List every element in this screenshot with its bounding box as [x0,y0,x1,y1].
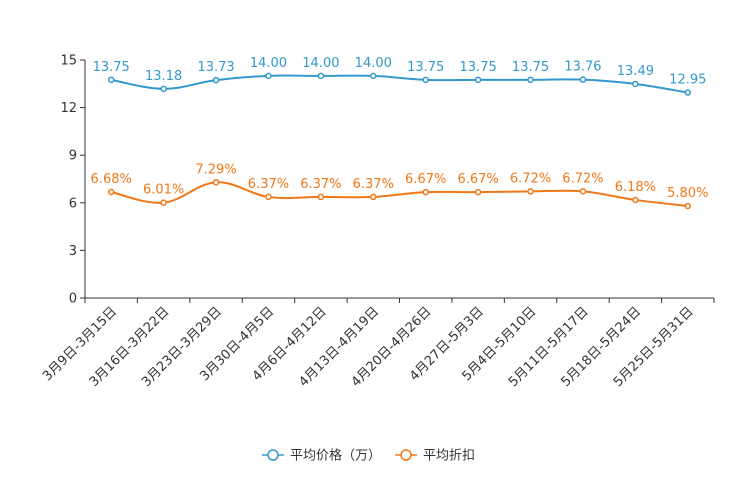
data-label: 6.18% [615,180,656,195]
legend[interactable]: 平均价格（万） 平均折扣 [262,448,475,464]
legend-label: 平均折扣 [423,449,475,464]
y-tick-label: 15 [60,54,77,69]
data-point [212,179,220,186]
data-label: 12.95 [669,73,706,88]
data-label: 13.75 [407,60,444,75]
data-label: 14.00 [250,56,287,71]
series-2: 6.68% 6.01% 7.29% 6.37% 6.37% 6.37% 6.67% 6.67%… [91,162,708,210]
series-line [111,74,688,94]
data-point [527,188,534,195]
data-label: 6.01% [143,183,184,198]
legend-item-1[interactable]: 平均价格（万） [262,448,381,464]
data-point [422,188,429,196]
legend-item-2[interactable]: 平均折扣 [395,449,475,464]
legend-label: 平均价格（万） [290,448,381,464]
data-label: 6.37% [248,177,289,192]
data-point [370,72,377,80]
data-point [474,76,482,84]
series-1: 13.75 13.18 13.73 14.00 14.00 14.00 13.75 13.75… [93,56,706,96]
data-point [317,72,325,80]
data-label: 6.68% [91,172,132,187]
data-point [527,76,534,84]
data-label: 13.75 [512,60,549,75]
y-tick-label: 3 [69,244,77,259]
y-tick-label: 6 [69,196,77,211]
data-label: 7.29% [195,162,236,177]
y-tick-label: 9 [69,149,77,164]
data-label: 6.67% [405,172,446,187]
data-label: 5.80% [667,186,708,201]
data-label: 13.18 [145,69,182,84]
data-point [160,85,167,93]
data-point [160,199,167,206]
data-label: 14.00 [302,56,339,71]
data-point [107,188,115,196]
data-label: 6.72% [562,171,603,186]
data-point [422,76,429,84]
data-point [370,193,377,201]
data-label: 14.00 [355,56,392,71]
data-label: 6.37% [353,177,394,192]
data-point [579,188,587,195]
data-label: 6.67% [457,172,498,187]
axes-layer: 036912153月9日-3月15日3月16日-3月22日3月23日-3月29日… [40,54,715,390]
data-point [579,76,587,83]
data-label: 13.75 [460,60,497,75]
data-point [684,202,692,210]
data-point [632,196,639,204]
y-tick-label: 0 [69,292,77,307]
data-label: 13.76 [564,60,601,75]
data-label: 13.73 [197,60,234,75]
data-point [265,72,272,80]
data-point [212,76,220,84]
legend-marker [267,449,279,461]
data-label: 13.49 [617,64,654,79]
data-label: 13.75 [93,60,130,75]
data-label: 6.72% [510,171,551,186]
data-point [632,80,639,88]
data-point [684,89,692,96]
data-point [474,188,482,196]
series-layer: 13.75 13.18 13.73 14.00 14.00 14.00 13.75 13.75… [91,56,708,210]
data-point [265,193,272,201]
series-line [110,181,688,207]
data-point [317,193,325,201]
legend-marker [400,449,412,461]
data-label: 6.37% [300,177,341,192]
y-tick-label: 12 [60,101,77,116]
data-point [107,76,115,84]
